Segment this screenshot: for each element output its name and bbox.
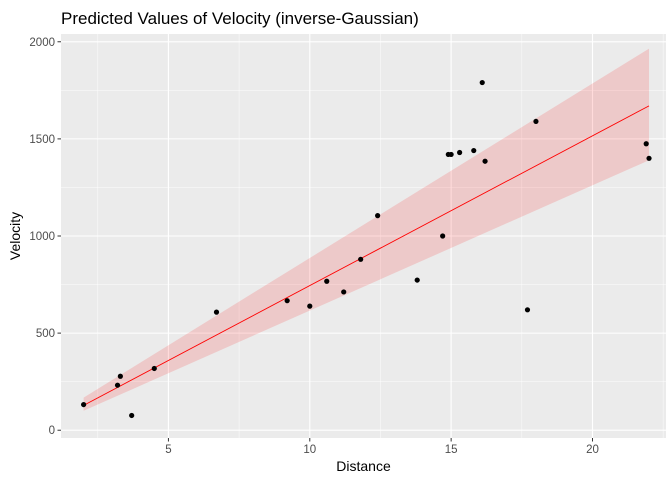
data-point-20 [524,307,531,313]
data-point-15 [448,151,454,158]
y-tick-label-1: 500 [36,328,55,340]
confidence-band-layer [83,48,650,411]
data-point-23 [646,155,652,161]
data-point-12 [414,277,420,283]
data-point-1 [114,382,121,388]
data-point-9 [341,289,347,295]
y-tick-label-2: 1000 [29,231,55,243]
data-point-6 [284,298,290,304]
y-tick-label-0: 0 [49,425,55,437]
major-gridlines [61,34,666,438]
data-point-11 [375,213,381,219]
x-axis: 5 10 15 20 [165,438,599,456]
data-point-3 [129,412,135,419]
data-point-18 [479,79,485,86]
data-point-4 [151,365,157,372]
data-point-0 [81,401,87,408]
data-point-16 [457,149,463,156]
data-point-17 [471,147,477,154]
x-axis-title: Distance [336,458,391,474]
data-point-8 [324,278,330,284]
y-tick-label-3: 1500 [29,134,55,146]
data-points-layer [81,79,652,419]
data-point-7 [307,303,313,309]
data-point-22 [643,141,649,147]
x-tick-label-2: 15 [445,444,458,456]
confidence-band [83,48,650,411]
x-tick-label-3: 20 [586,444,599,456]
x-tick-label-0: 5 [165,444,171,456]
data-point-19 [482,158,488,164]
y-tick-label-4: 2000 [29,37,55,49]
data-point-2 [117,373,123,379]
data-point-21 [533,118,539,125]
chart-title: Predicted Values of Velocity (inverse-Ga… [61,9,419,28]
data-point-5 [213,309,220,315]
data-point-13 [440,233,446,239]
y-axis: 0 500 1000 1500 2000 [29,37,61,437]
data-point-10 [358,256,364,262]
fit-line [83,105,650,406]
fit-line-layer [83,105,650,406]
x-tick-label-1: 10 [303,444,316,456]
y-axis-title: Velocity [7,212,23,260]
